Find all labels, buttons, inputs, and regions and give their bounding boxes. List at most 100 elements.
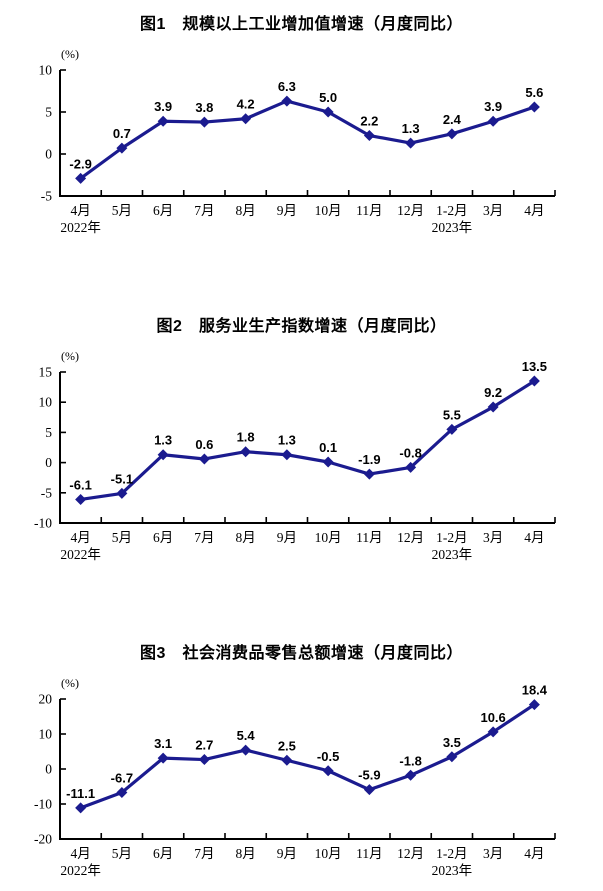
figure-2-services-production-line-chart: 15 10 5 0 -5 -10 (%) 4月 2022年 5月 6月 7月 8月 9月 10月 11月 12月…	[34, 349, 556, 562]
x-axis-year-label: 2022年	[60, 547, 101, 562]
data-point-marker	[157, 449, 169, 461]
data-point-marker	[446, 423, 458, 435]
data-point-value-label: -0.8	[399, 445, 421, 460]
data-point-marker	[322, 765, 334, 777]
x-axis-month-label: 8月	[236, 846, 256, 861]
x-axis-year-label: 2023年	[432, 547, 473, 562]
x-axis-month-label: 5月	[112, 203, 132, 218]
x-axis-year-label: 2022年	[60, 863, 101, 878]
x-axis-month-label: 11月	[356, 846, 383, 861]
figure-1-block: 图1 规模以上工业增加值增速（月度同比） 10 5 0 -5 (%) 4月 2022年 5月 6…	[0, 14, 603, 244]
data-point-marker	[198, 453, 210, 465]
data-point-value-label: -11.1	[66, 786, 95, 801]
x-axis-month-label: 4月	[71, 203, 91, 218]
data-point-value-label: -2.9	[69, 156, 91, 171]
data-series-line	[79, 99, 536, 180]
y-axis-unit-label: (%)	[61, 47, 79, 61]
x-axis-month-label: 11月	[356, 530, 383, 545]
data-point-marker	[75, 802, 87, 814]
y-axis-tick-label: 15	[39, 365, 53, 380]
data-point-value-label: 0.1	[319, 440, 337, 455]
data-point-value-label: -5.1	[111, 471, 133, 486]
y-axis-tick-label: -10	[34, 797, 52, 812]
data-point-value-label: 5.6	[525, 85, 543, 100]
x-axis-month-label: 7月	[194, 203, 214, 218]
y-axis-tick-label: 0	[45, 762, 52, 777]
x-axis-month-label: 3月	[483, 846, 503, 861]
figure-3-title: 图3 社会消费品零售总额增速（月度同比）	[140, 645, 463, 662]
x-axis-month-label: 12月	[397, 846, 424, 861]
data-point-value-label: 0.6	[195, 437, 213, 452]
figure-1-industrial-output-line-chart: 10 5 0 -5 (%) 4月 2022年 5月 6月 7月 8月 9月 10月 11月 12月 1-2月 2…	[39, 47, 556, 235]
data-point-value-label: 3.8	[195, 100, 213, 115]
x-axis-month-label: 12月	[397, 530, 424, 545]
x-axis-year-label: 2023年	[432, 863, 473, 878]
data-point-value-label: 1.3	[278, 433, 296, 448]
figure-2-block: 图2 服务业生产指数增速（月度同比） 15 10 5 0 -5 -10 (%) 4月 2022年…	[0, 316, 603, 571]
data-point-value-label: 13.5	[522, 359, 547, 374]
x-axis-month-label: 8月	[236, 530, 256, 545]
x-axis-month-label: 6月	[153, 203, 173, 218]
data-point-marker	[116, 487, 128, 499]
y-axis-unit-label: (%)	[61, 349, 79, 363]
x-axis-month-label: 6月	[153, 846, 173, 861]
data-point-marker	[75, 172, 87, 184]
x-axis-month-label: 8月	[236, 203, 256, 218]
data-point-value-label: 0.7	[113, 126, 131, 141]
data-point-value-label: -6.1	[69, 477, 91, 492]
x-axis-month-label: 1-2月	[436, 203, 468, 218]
x-axis-month-label: 3月	[483, 530, 503, 545]
x-axis-month-label: 10月	[315, 846, 342, 861]
x-axis-month-label: 5月	[112, 530, 132, 545]
data-point-value-label: 3.5	[443, 735, 461, 750]
axis-lines	[59, 372, 555, 524]
data-point-marker	[281, 754, 293, 766]
y-axis-unit-label: (%)	[61, 676, 79, 690]
figure-3-block: 图3 社会消费品零售总额增速（月度同比） 20 10 0 -10 -20 (%) 4月 202…	[0, 643, 603, 887]
data-point-value-label: 5.4	[237, 728, 256, 743]
x-axis-month-label: 4月	[71, 846, 91, 861]
data-point-marker	[281, 449, 293, 461]
data-point-value-label: 5.5	[443, 407, 461, 422]
data-point-marker	[528, 375, 540, 387]
x-axis-month-label: 9月	[277, 530, 297, 545]
axis-lines	[59, 70, 555, 197]
figure-1-title: 图1 规模以上工业增加值增速（月度同比）	[140, 16, 463, 33]
data-point-marker	[240, 446, 252, 458]
data-point-value-label: 1.3	[402, 121, 420, 136]
data-point-value-label: 2.5	[278, 738, 296, 753]
data-point-marker	[116, 786, 128, 798]
data-point-marker	[157, 752, 169, 764]
data-point-value-label: -6.7	[111, 770, 133, 785]
y-axis-tick-label: 5	[45, 105, 52, 120]
data-point-marker	[405, 461, 417, 473]
x-axis-month-label: 10月	[315, 203, 342, 218]
x-axis-month-label: 4月	[524, 530, 544, 545]
data-point-value-label: 6.3	[278, 79, 296, 94]
data-point-marker	[446, 751, 458, 763]
figure-3-retail-sales-line-chart: 20 10 0 -10 -20 (%) 4月 2022年 5月 6月 7月 8月 9月 10月 11月 12月…	[34, 676, 556, 878]
data-point-marker	[322, 456, 334, 468]
data-point-value-label: 1.3	[154, 433, 172, 448]
data-point-value-label: 3.9	[154, 99, 172, 114]
data-point-marker	[363, 468, 375, 480]
data-point-value-label: -0.5	[317, 749, 339, 764]
data-point-marker	[446, 128, 458, 140]
x-axis-month-label: 1-2月	[436, 530, 468, 545]
data-point-marker	[363, 784, 375, 796]
data-point-value-label: 4.2	[237, 97, 255, 112]
data-point-marker	[405, 137, 417, 149]
data-point-value-label: 3.1	[154, 736, 172, 751]
data-point-value-label: 18.4	[522, 683, 548, 698]
x-axis-month-label: 6月	[153, 530, 173, 545]
data-point-marker	[363, 130, 375, 142]
x-axis-month-label: 9月	[277, 203, 297, 218]
y-axis-tick-label: -20	[34, 832, 52, 847]
data-point-value-label: 2.2	[360, 114, 378, 129]
data-point-marker	[116, 142, 128, 154]
x-axis-month-label: 12月	[397, 203, 424, 218]
data-point-marker	[240, 744, 252, 756]
y-axis-tick-label: -10	[34, 516, 52, 531]
x-axis-month-label: 10月	[315, 530, 342, 545]
